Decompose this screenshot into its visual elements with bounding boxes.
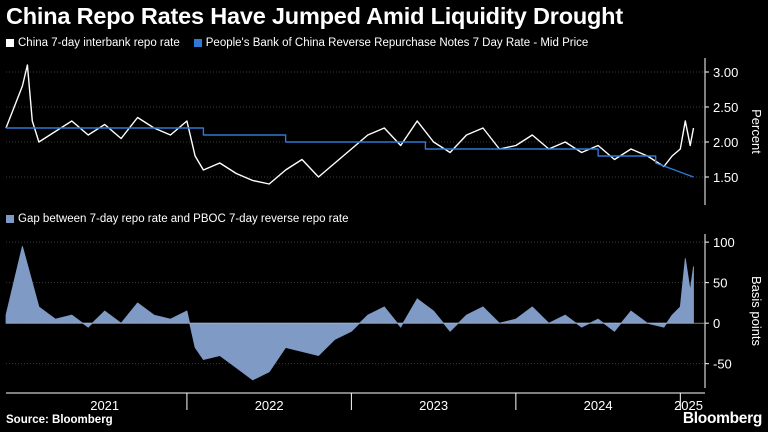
xtick-label: 2025 bbox=[674, 398, 703, 413]
legend-swatch-gap bbox=[6, 215, 14, 223]
source-note: Source: Bloomberg bbox=[6, 414, 113, 426]
gap-area bbox=[5, 246, 694, 381]
top-legend: China 7-day interbank repo rate People's… bbox=[6, 37, 588, 49]
top-ytick-label: 1.50 bbox=[713, 170, 738, 185]
bottom-ytick-label: 100 bbox=[713, 235, 735, 250]
top-ytick-label: 2.00 bbox=[713, 135, 738, 150]
bottom-ytick-label: 50 bbox=[713, 276, 727, 291]
pboc-rate-line bbox=[6, 127, 694, 178]
bottom-ytick-label: 0 bbox=[713, 316, 720, 331]
xtick-label: 2021 bbox=[90, 398, 119, 413]
legend-swatch-repo bbox=[6, 39, 14, 47]
legend-label-repo: China 7-day interbank repo rate bbox=[18, 37, 180, 49]
legend-item-pboc: People's Bank of China Reverse Repurchas… bbox=[193, 37, 589, 49]
chart-title: China Repo Rates Have Jumped Amid Liquid… bbox=[6, 3, 623, 29]
top-ytick-label: 2.50 bbox=[713, 100, 738, 115]
bottom-yaxis-label: Basis points bbox=[749, 276, 764, 347]
bottom-ytick-label: -50 bbox=[713, 357, 732, 372]
legend-label-pboc: People's Bank of China Reverse Repurchas… bbox=[205, 37, 589, 49]
legend-label-gap: Gap between 7-day repo rate and PBOC 7-d… bbox=[18, 213, 349, 225]
bottom-legend: Gap between 7-day repo rate and PBOC 7-d… bbox=[6, 213, 349, 225]
legend-item-repo: China 7-day interbank repo rate bbox=[6, 37, 180, 49]
bloomberg-logo: Bloomberg bbox=[682, 410, 762, 427]
legend-swatch-pboc bbox=[193, 39, 202, 47]
xtick-label: 2023 bbox=[419, 398, 448, 413]
xtick-label: 2022 bbox=[255, 398, 284, 413]
repo-rate-line bbox=[5, 64, 695, 185]
top-ytick-label: 3.00 bbox=[713, 65, 738, 80]
top-yaxis-label: Percent bbox=[749, 109, 764, 154]
xtick-label: 2024 bbox=[584, 398, 613, 413]
